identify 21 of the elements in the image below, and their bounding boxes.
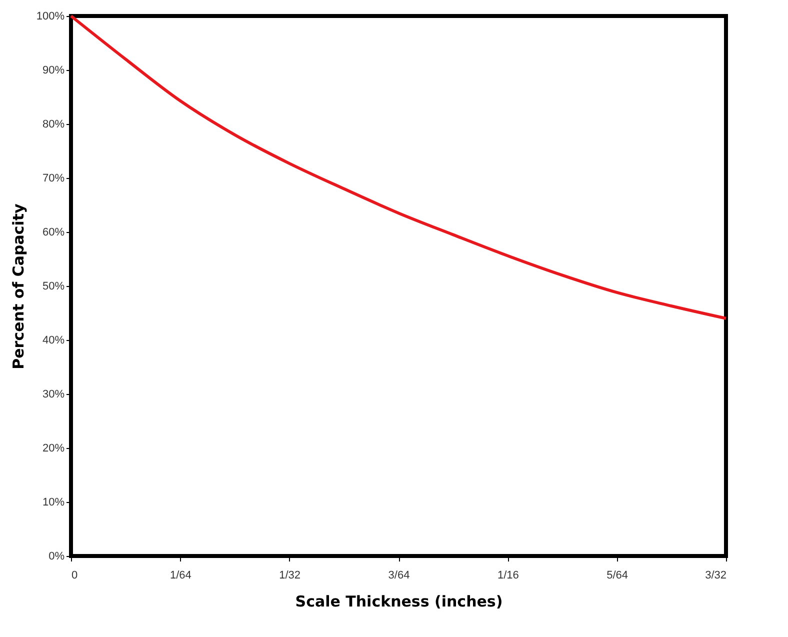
x-tick-label: 1/64 xyxy=(170,570,192,582)
y-tick-label: 60% xyxy=(42,226,65,238)
y-axis-title: Percent of Capacity xyxy=(9,203,28,370)
y-tick-label: 30% xyxy=(42,388,65,400)
x-tick-label: 0 xyxy=(72,570,78,582)
y-tick-label: 20% xyxy=(42,442,65,454)
y-tick-label: 40% xyxy=(42,334,65,346)
y-tick-label: 100% xyxy=(36,10,65,22)
x-tick-label: 5/64 xyxy=(606,570,628,582)
y-tick-label: 70% xyxy=(42,172,65,184)
y-tick-label: 0% xyxy=(48,550,65,562)
x-tick-label: 1/32 xyxy=(279,570,301,582)
y-tick-label: 90% xyxy=(42,64,65,76)
x-tick-label: 3/32 xyxy=(705,570,726,582)
line-series xyxy=(70,14,728,320)
y-tick-label: 80% xyxy=(42,118,65,130)
x-tick-label: 1/16 xyxy=(497,570,519,582)
y-tick-label: 50% xyxy=(42,280,65,292)
y-tick-label: 10% xyxy=(42,496,65,508)
x-axis-title: Scale Thickness (inches) xyxy=(295,592,503,610)
x-tick-label: 3/64 xyxy=(388,570,410,582)
